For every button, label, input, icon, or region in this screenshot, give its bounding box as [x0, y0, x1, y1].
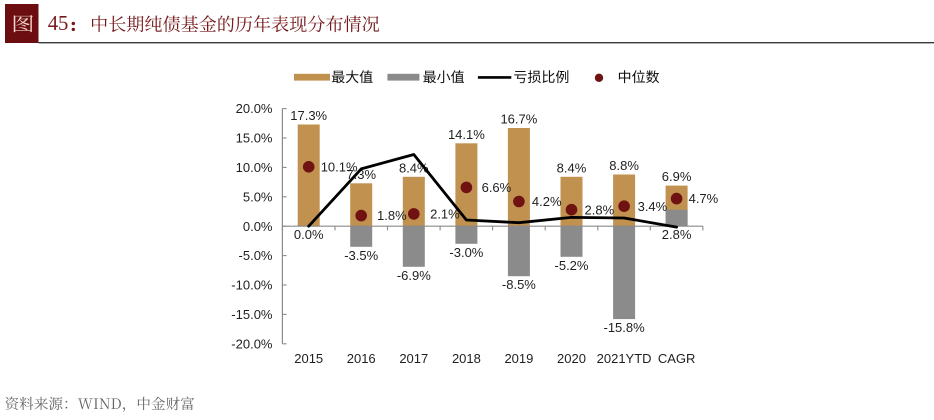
svg-text:2019: 2019 [504, 351, 533, 366]
svg-text:5.0%: 5.0% [243, 189, 273, 204]
svg-text:8.4%: 8.4% [557, 160, 587, 175]
svg-text:2.1%: 2.1% [430, 207, 460, 222]
svg-text:2021YTD: 2021YTD [597, 351, 652, 366]
svg-text:1.8%: 1.8% [377, 208, 407, 223]
svg-text:8.8%: 8.8% [609, 158, 639, 173]
svg-text:-5.2%: -5.2% [555, 258, 589, 273]
svg-text:4.7%: 4.7% [689, 191, 719, 206]
svg-text:-3.0%: -3.0% [449, 245, 483, 260]
svg-text:-5.0%: -5.0% [239, 248, 273, 263]
svg-text:3.4%: 3.4% [638, 199, 668, 214]
svg-text:-20.0%: -20.0% [231, 336, 273, 351]
svg-text:17.3%: 17.3% [290, 108, 327, 123]
svg-text:10.0%: 10.0% [236, 160, 273, 175]
svg-text:15.0%: 15.0% [236, 131, 273, 146]
svg-text:2017: 2017 [399, 351, 428, 366]
svg-text:2.8%: 2.8% [585, 202, 615, 217]
svg-text:2016: 2016 [347, 351, 376, 366]
svg-text:-15.8%: -15.8% [603, 320, 645, 335]
svg-text:-3.5%: -3.5% [344, 248, 378, 263]
svg-text:10.1%: 10.1% [321, 159, 358, 174]
svg-text:16.7%: 16.7% [500, 112, 537, 127]
svg-text:20.0%: 20.0% [236, 101, 273, 116]
svg-text:4.2%: 4.2% [532, 194, 562, 209]
svg-text:6.6%: 6.6% [482, 180, 512, 195]
svg-text:14.1%: 14.1% [448, 127, 485, 142]
svg-text:45: 45 [48, 13, 69, 35]
svg-text:2020: 2020 [557, 351, 586, 366]
svg-text:2018: 2018 [452, 351, 481, 366]
svg-text:6.9%: 6.9% [662, 169, 692, 184]
svg-text:2015: 2015 [294, 351, 323, 366]
svg-text:-10.0%: -10.0% [231, 278, 273, 293]
svg-text:2.8%: 2.8% [662, 227, 692, 242]
svg-text:-15.0%: -15.0% [231, 307, 273, 322]
svg-text:0.0%: 0.0% [294, 227, 324, 242]
svg-text:-8.5%: -8.5% [502, 277, 536, 292]
svg-text:CAGR: CAGR [658, 351, 696, 366]
svg-text:-6.9%: -6.9% [397, 268, 431, 283]
svg-text:0.0%: 0.0% [243, 219, 273, 234]
